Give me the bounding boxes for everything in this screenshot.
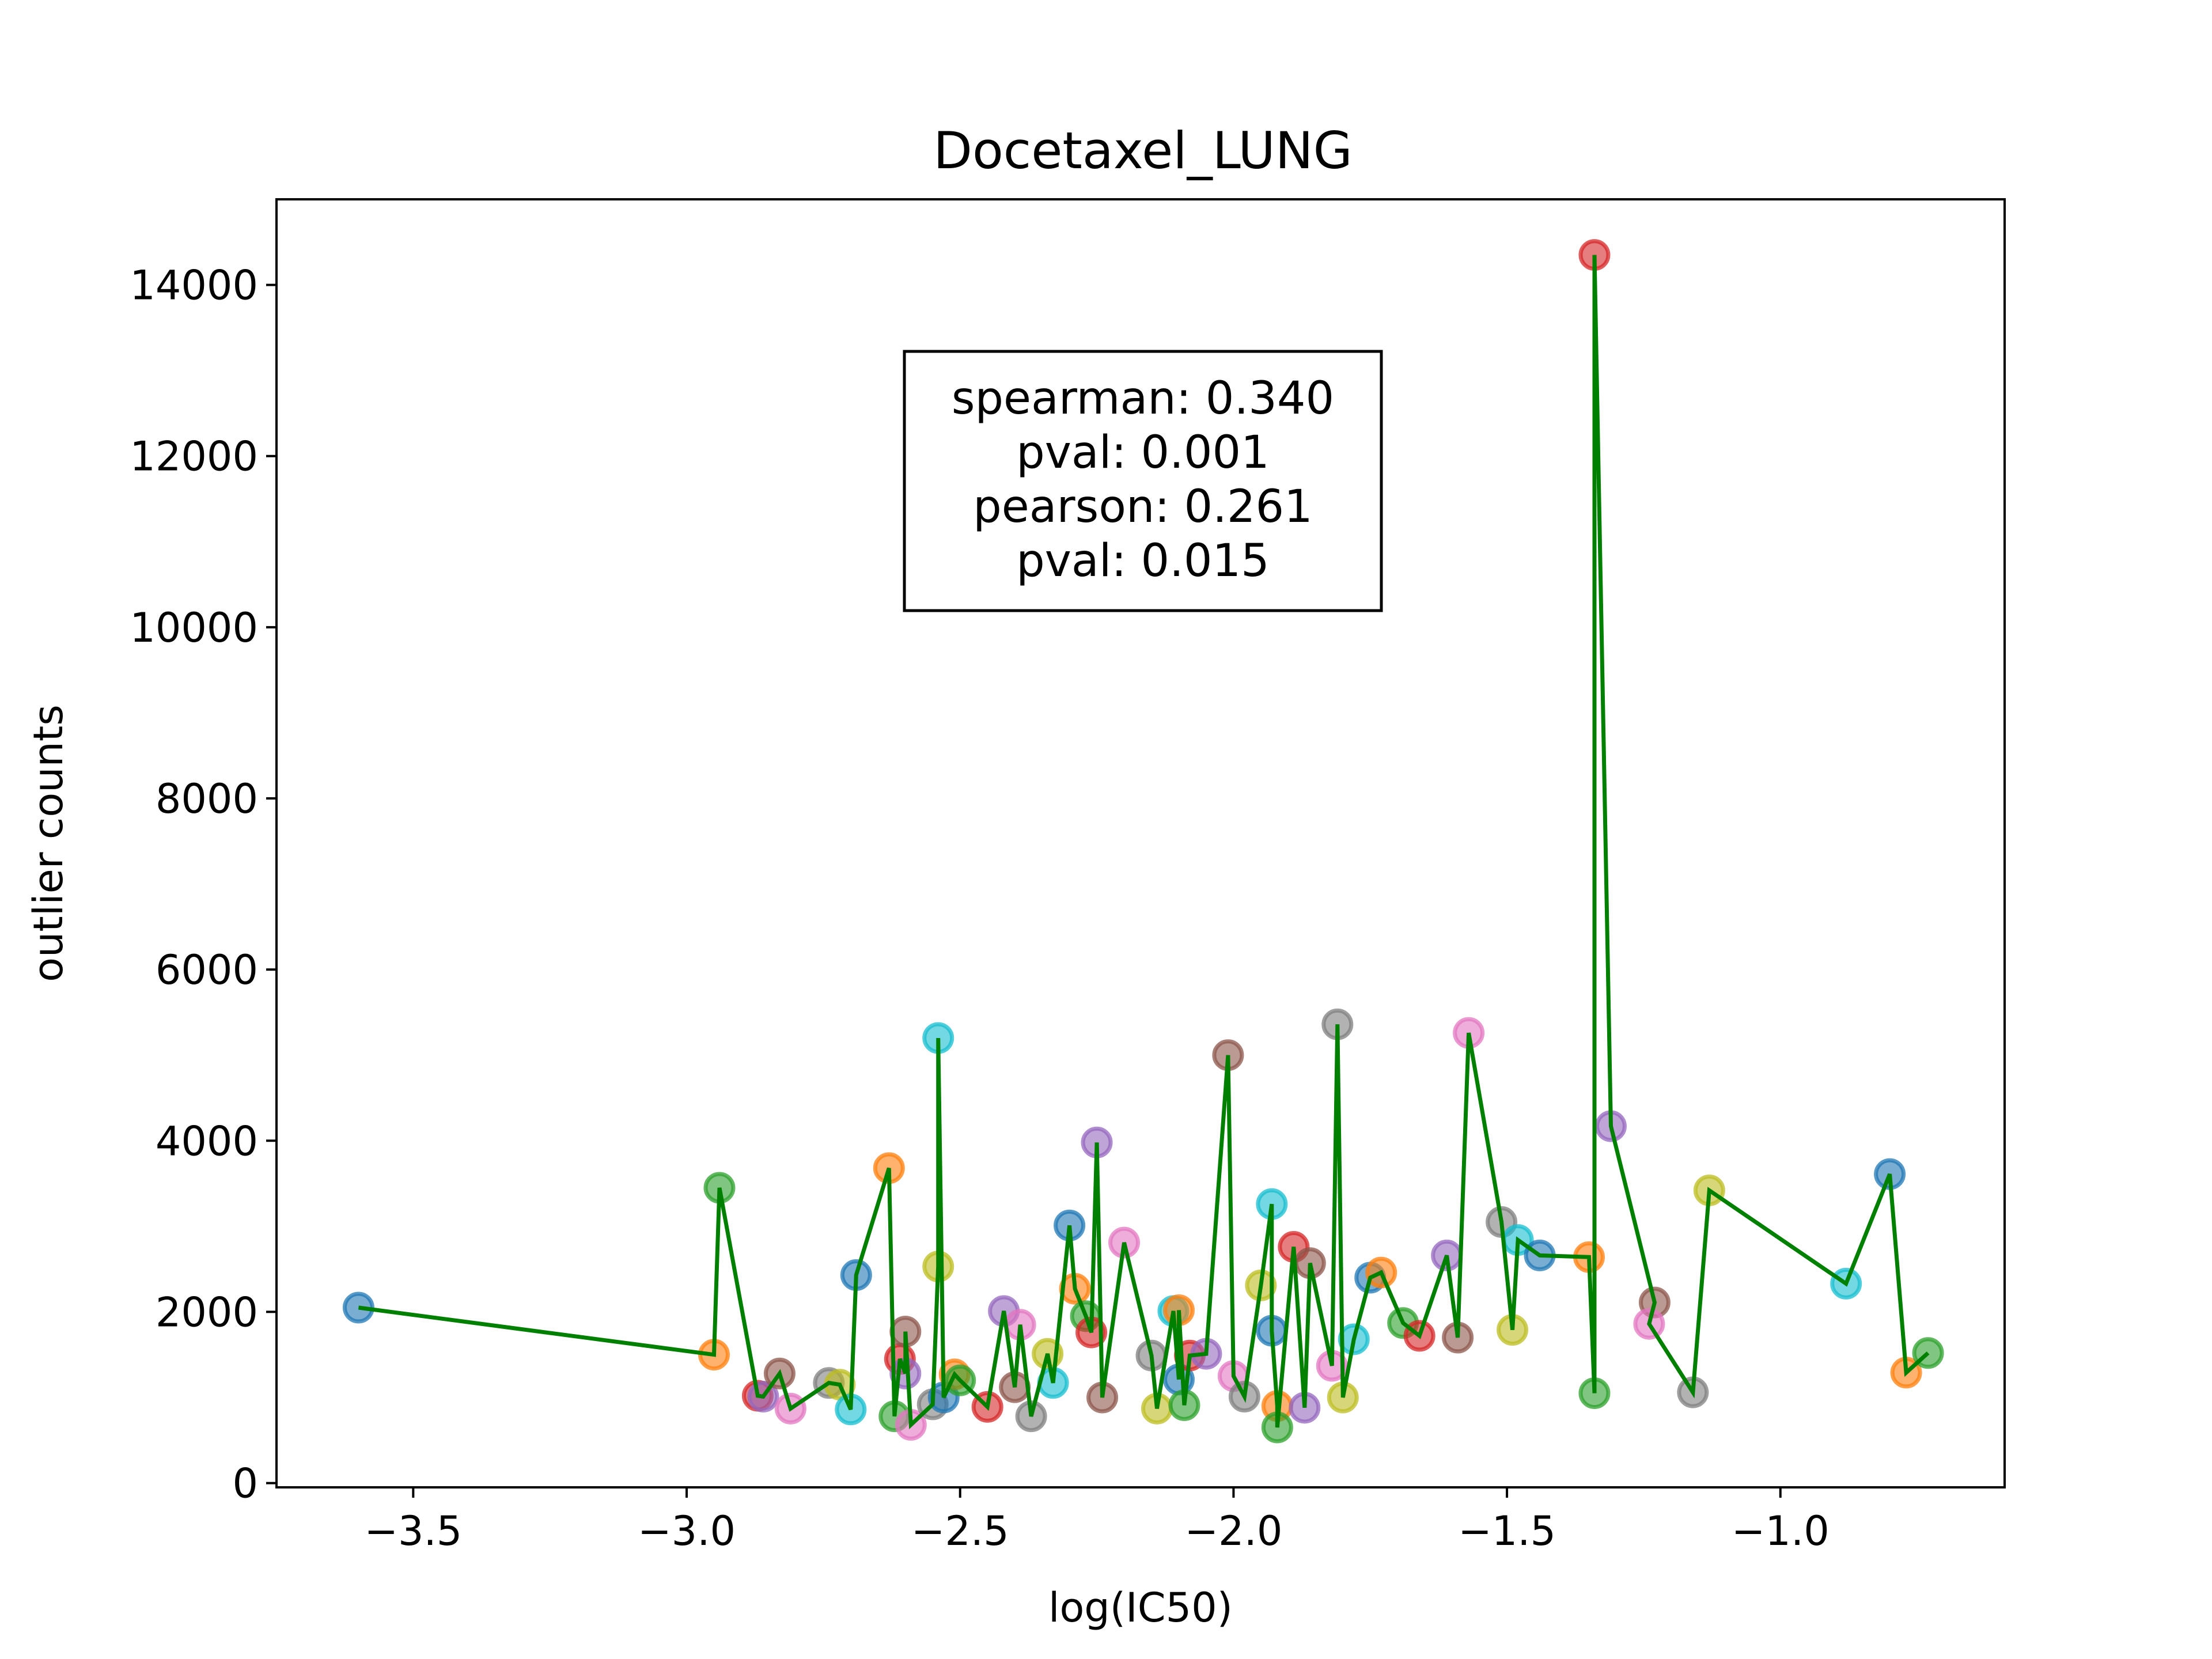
y-tick-label: 12000 — [130, 433, 258, 480]
x-tick-label: −2.5 — [911, 1508, 1009, 1555]
x-tick-label: −1.0 — [1732, 1508, 1830, 1555]
x-axis-ticks: −3.5 −3.0 −2.5 −2.0 −1.5 −1.0 — [364, 1487, 1830, 1555]
plot-frame — [275, 198, 2006, 1488]
y-tick-label: 4000 — [156, 1118, 258, 1165]
chart-title: Docetaxel_LUNG — [933, 121, 1353, 180]
series-line — [358, 255, 1930, 1430]
stats-spearman: spearman: 0.340 — [952, 373, 1334, 425]
y-tick-label: 14000 — [130, 262, 258, 309]
stats-box-frame — [903, 350, 1383, 612]
y-axis-ticks: 0 2000 4000 6000 8000 10000 12000 14000 — [130, 262, 276, 1508]
stats-box: spearman: 0.340 pval: 0.001 pearson: 0.2… — [903, 350, 1383, 612]
stats-pearson: pearson: 0.261 — [973, 481, 1313, 533]
y-tick-label: 10000 — [130, 604, 258, 652]
y-tick-label: 0 — [232, 1460, 258, 1508]
y-axis-label: outlier counts — [25, 704, 72, 982]
y-tick-label: 6000 — [156, 946, 258, 994]
y-tick-label: 8000 — [156, 775, 258, 823]
stats-pearson-pval: pval: 0.015 — [1016, 535, 1270, 587]
x-tick-label: −3.5 — [364, 1508, 462, 1555]
x-tick-label: −3.0 — [638, 1508, 736, 1555]
y-tick-label: 2000 — [156, 1289, 258, 1336]
x-tick-label: −1.5 — [1458, 1508, 1556, 1555]
x-axis-label: log(IC50) — [1048, 1584, 1233, 1631]
stats-spearman-pval: pval: 0.001 — [1016, 427, 1270, 479]
x-tick-label: −2.0 — [1184, 1508, 1282, 1555]
plot-content — [342, 239, 1944, 1444]
